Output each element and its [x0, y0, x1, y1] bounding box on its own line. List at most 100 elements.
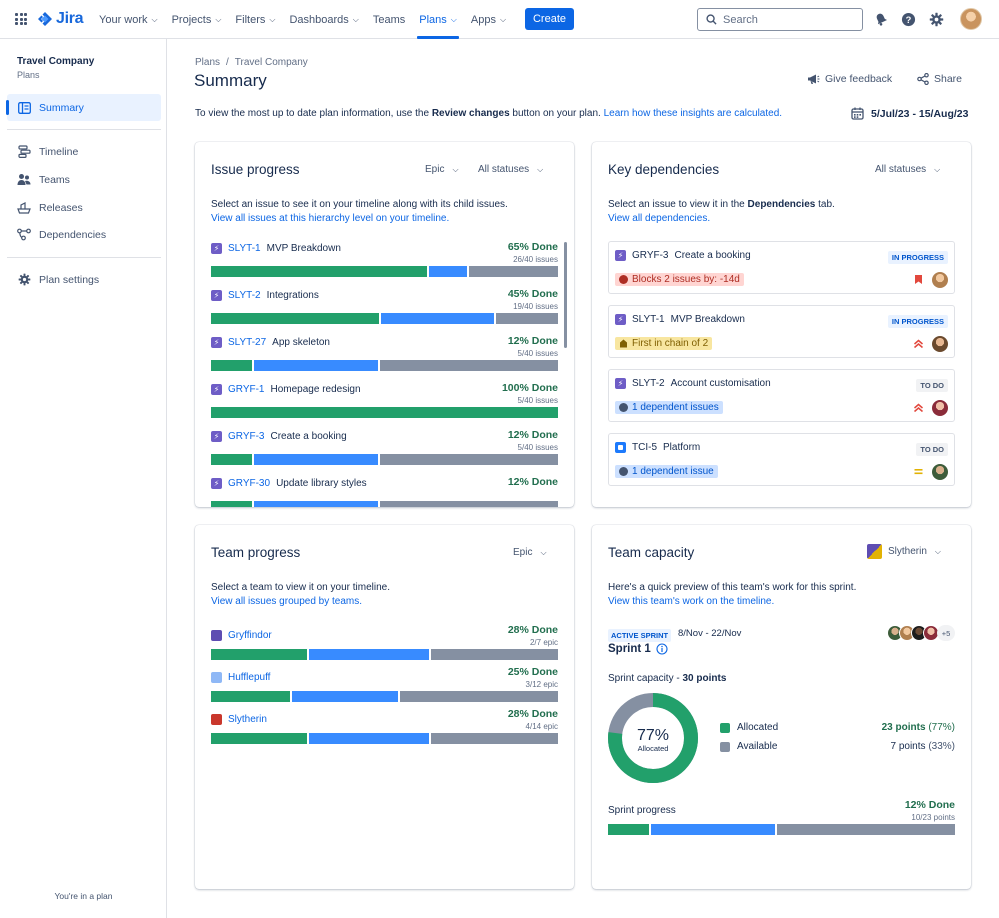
status-badge: TO DO [916, 443, 948, 456]
avatar [932, 464, 948, 480]
issue-key[interactable]: GRYF-3 [228, 431, 265, 442]
team-selector[interactable]: Slytherin ⌵ [867, 544, 941, 559]
issue-key[interactable]: GRYF-1 [228, 384, 265, 395]
issue-count: 5/40 issues [517, 349, 558, 358]
sprint-progress[interactable]: Sprint progress 12% Done 10/23 points [608, 799, 955, 839]
sidebar-item-plan-settings[interactable]: Plan settings [7, 266, 161, 293]
create-button[interactable]: Create [525, 8, 574, 30]
issue-progress-row[interactable]: ⚡ GRYF-1 Homepage redesign 100% Done 5/40 is… [211, 382, 558, 422]
issue-key[interactable]: SLYT-1 [228, 243, 261, 254]
nav-filters[interactable]: Filters ⌵ [228, 0, 282, 39]
dependency-card[interactable]: ⚡ GRYF-3 Create a booking IN PROGRESS Blocks… [608, 241, 955, 294]
team-count: 4/14 epic [525, 722, 558, 731]
notifications-icon[interactable] [873, 11, 889, 27]
bar-in-progress-segment [429, 266, 467, 277]
nav-label: Plans [419, 13, 447, 26]
breadcrumb-travel-company[interactable]: Travel Company [234, 57, 308, 68]
team-name[interactable]: Slytherin [228, 714, 267, 725]
issue-progress-link[interactable]: View all issues at this hierarchy level … [211, 213, 450, 224]
sidebar-divider [7, 129, 161, 130]
dependency-lozenge: First in chain of 2 [615, 337, 713, 350]
issue-progress-row[interactable]: ⚡ GRYF-30 Update library styles 12% Done [211, 476, 558, 507]
issue-progress-row[interactable]: ⚡ SLYT-27 App skeleton 12% Done 5/40 issues [211, 335, 558, 375]
breadcrumb: Plans / Travel Company [195, 57, 308, 68]
nav-teams[interactable]: Teams [366, 0, 412, 39]
settings-icon[interactable] [928, 11, 944, 27]
dependency-card[interactable]: ⚡ SLYT-1 MVP Breakdown IN PROGRESS First in … [608, 305, 955, 358]
nav-apps[interactable]: Apps ⌵ [464, 0, 513, 39]
team-capacity-card: Team capacity Slytherin ⌵ Here's a quick … [592, 525, 971, 889]
bar-done-segment [211, 501, 253, 507]
jira-logo[interactable]: Jira [37, 10, 84, 28]
team-hufflepuff-icon [211, 672, 222, 683]
user-avatar[interactable] [960, 8, 982, 30]
nav-your-work[interactable]: Your work ⌵ [92, 0, 165, 39]
help-icon[interactable]: ? [900, 11, 916, 27]
sidebar-item-timeline[interactable]: Timeline [7, 138, 161, 165]
issue-key[interactable]: SLYT-27 [228, 337, 267, 348]
team-progress-row[interactable]: Gryffindor 28% Done 2/7 epic [211, 624, 558, 664]
lozenge-text: 1 dependent issues [632, 402, 719, 413]
view-all-dependencies-link[interactable]: View all dependencies. [608, 213, 711, 224]
epic-icon: ⚡ [211, 337, 222, 348]
date-range[interactable]: 5/Jul/23 - 15/Aug/23 [851, 107, 968, 120]
dependency-name: Create a booking [674, 250, 751, 261]
nav-dashboards[interactable]: Dashboards ⌵ [282, 0, 365, 39]
app-switcher-icon[interactable] [15, 13, 27, 25]
sidebar-item-teams[interactable]: Teams [7, 166, 161, 193]
megaphone-icon [808, 74, 820, 84]
team-name[interactable]: Hufflepuff [228, 672, 271, 683]
avatar [932, 400, 948, 416]
sprint-progress-label: Sprint progress [608, 805, 676, 816]
nav-label: Projects [171, 13, 212, 26]
dependency-status-filter[interactable]: All statuses ⌵ [875, 164, 940, 175]
team-selector-value: Slytherin [888, 546, 927, 557]
issue-status-filter[interactable]: All statuses ⌵ [478, 164, 543, 175]
team-progress-row[interactable]: Slytherin 28% Done 4/14 epic [211, 708, 558, 748]
insights-link[interactable]: Learn how these insights are calculated. [603, 108, 783, 119]
sidebar-item-label: Summary [39, 101, 84, 114]
team-name[interactable]: Gryffindor [228, 630, 272, 641]
team-gryffindor-icon [211, 630, 222, 641]
issue-level-filter[interactable]: Epic ⌵ [425, 164, 459, 175]
issue-title: ⚡ SLYT-2 Integrations [211, 290, 319, 301]
share-button[interactable]: Share [917, 73, 962, 85]
sidebar-item-summary[interactable]: Summary [6, 94, 161, 121]
breadcrumb-plans[interactable]: Plans [195, 57, 221, 68]
team-progress-row[interactable]: Hufflepuff 25% Done 3/12 epic [211, 666, 558, 706]
issue-count: 19/40 issues [513, 302, 558, 311]
dep-desc-bold: Dependencies [747, 199, 816, 210]
team-members[interactable]: +5 [887, 625, 955, 641]
bar-todo-segment [379, 501, 558, 507]
nav-projects[interactable]: Projects ⌵ [165, 0, 229, 39]
info-text-bold: Review changes [431, 108, 510, 119]
issue-progress-row[interactable]: ⚡ GRYF-3 Create a booking 12% Done 5/40 issu… [211, 429, 558, 469]
search-input[interactable]: Search [697, 8, 863, 31]
info-icon[interactable] [656, 643, 668, 655]
capacity-prefix: Sprint capacity - [608, 673, 683, 684]
sidebar-item-label: Plan settings [39, 273, 100, 286]
dependency-card[interactable]: TCI-5 Platform TO DO 1 dependent issue [608, 433, 955, 486]
sidebar-item-releases[interactable]: Releases [7, 194, 161, 221]
give-feedback-button[interactable]: Give feedback [807, 73, 892, 85]
avatar [932, 272, 948, 288]
dependency-key: SLYT-1 [632, 314, 665, 325]
team-timeline-link[interactable]: View this team's work on the timeline. [608, 596, 775, 607]
team-level-filter[interactable]: Epic ⌵ [513, 547, 547, 558]
legend-points: 23 points [881, 722, 926, 733]
issue-count: 5/40 issues [517, 443, 558, 452]
issue-progress-row[interactable]: ⚡ SLYT-2 Integrations 45% Done 19/40 issues [211, 288, 558, 328]
issue-key[interactable]: GRYF-30 [228, 478, 271, 489]
bar-in-progress-segment [254, 454, 378, 465]
sidebar-item-dependencies[interactable]: Dependencies [7, 221, 161, 248]
issue-name: Homepage redesign [270, 384, 361, 395]
more-members-count: +5 [937, 625, 955, 641]
issue-progress-row[interactable]: ⚡ SLYT-1 MVP Breakdown 65% Done 26/40 issues [211, 241, 558, 281]
issue-progress-bar [211, 313, 558, 324]
nav-plans[interactable]: Plans ⌵ [412, 0, 464, 39]
dependency-card[interactable]: ⚡ SLYT-2 Account customisation TO DO 1 depen… [608, 369, 955, 422]
issue-key[interactable]: SLYT-2 [228, 290, 261, 301]
team-progress-link[interactable]: View all issues grouped by teams. [211, 596, 363, 607]
jira-logo-icon [38, 12, 52, 26]
scrollbar-thumb[interactable] [564, 242, 567, 348]
